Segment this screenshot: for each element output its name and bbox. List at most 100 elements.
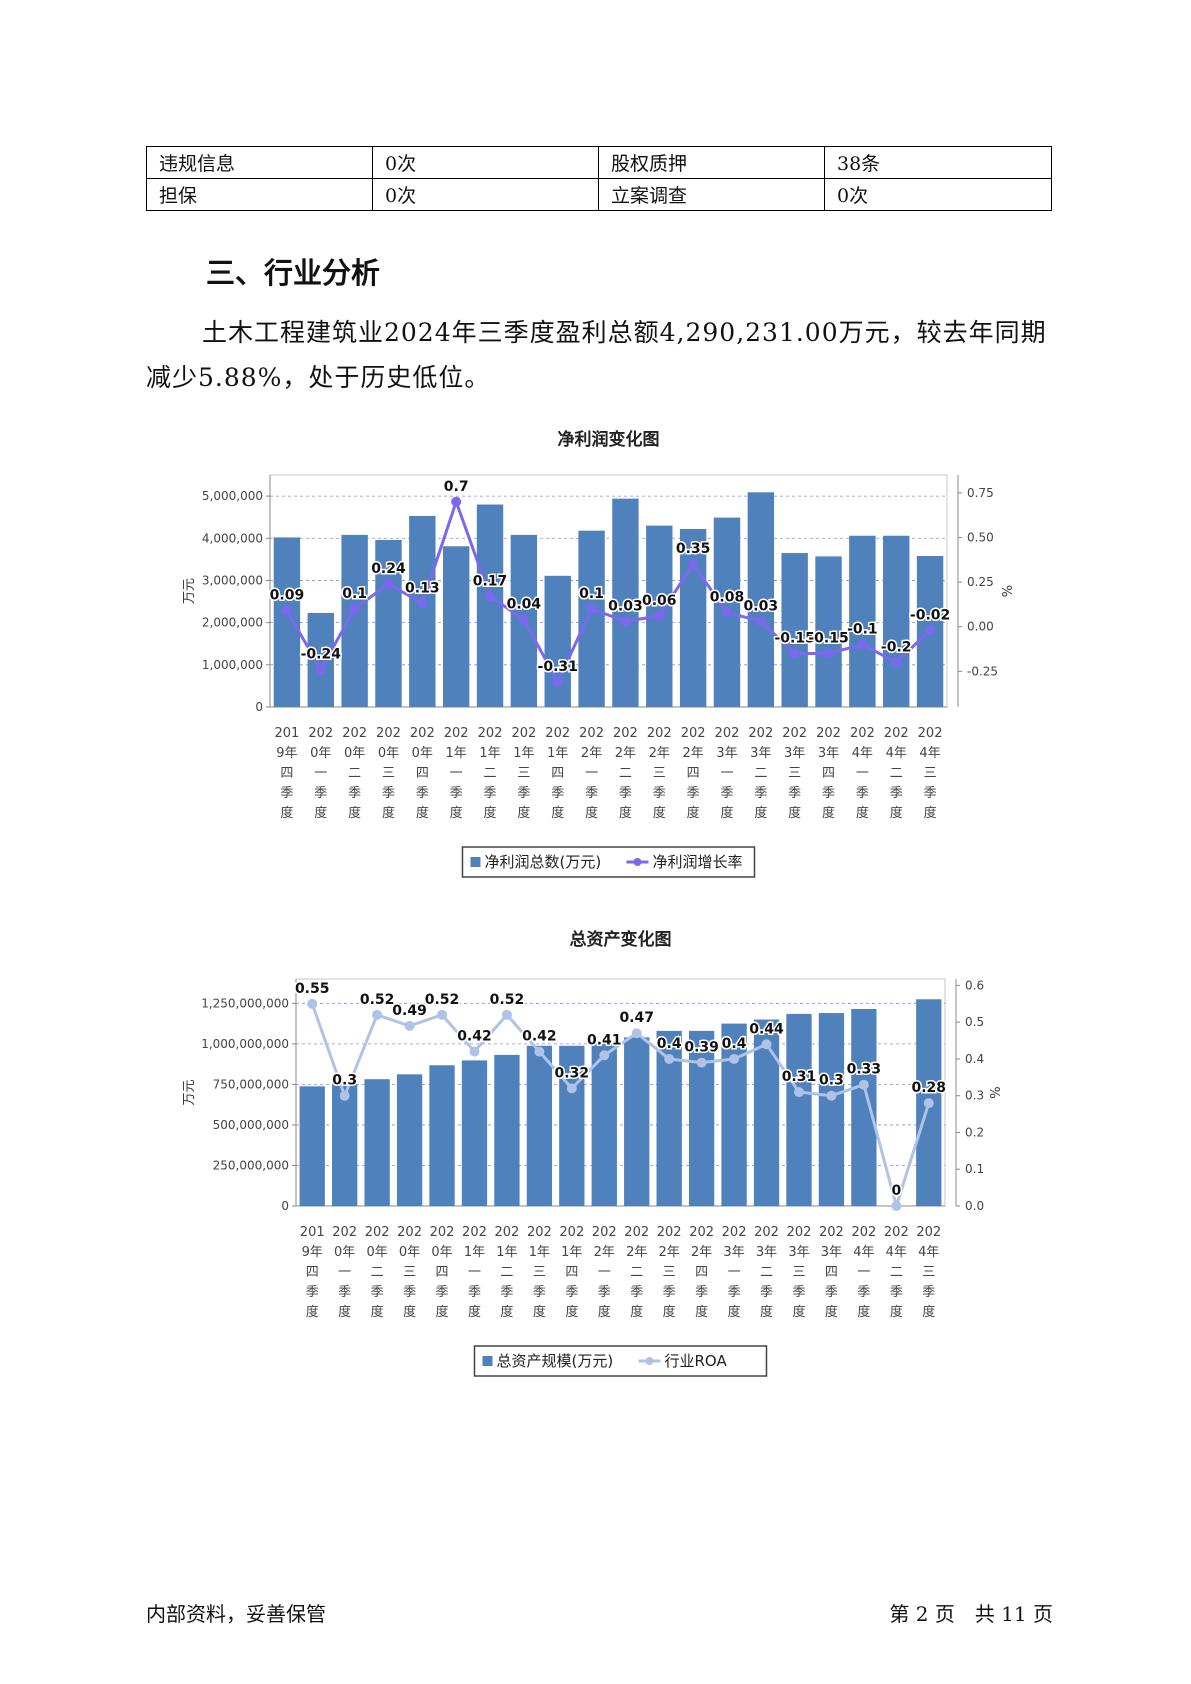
line-point [281,605,292,616]
data-label: -0.1 [847,622,878,638]
x-tick-label: 202 [722,1225,747,1240]
x-tick-label: 202 [365,1225,390,1240]
x-tick-label: 三 [653,766,666,781]
x-tick-label: 202 [748,726,773,741]
x-tick-label: 度 [924,805,937,821]
x-tick-label: 四 [306,1265,319,1280]
legend-swatch-bar [482,1356,493,1366]
table-cell: 立案调查 [598,178,825,211]
x-tick-label: 2年 [594,1245,615,1260]
x-tick-label: 三 [924,766,937,781]
line-point [923,1098,934,1109]
data-label: -0.15 [774,630,814,646]
y-axis-label-left: 万元 [182,578,197,604]
x-tick-label: 季 [792,1285,805,1300]
y-tick-label-left: 0 [281,1199,289,1213]
bar [578,530,605,707]
x-tick-label: 202 [342,726,367,741]
x-tick-label: 202 [624,1225,649,1240]
x-tick-label: 季 [924,786,937,801]
legend-swatch-dot [645,1357,654,1365]
x-tick-label: 9年 [276,746,297,761]
x-tick-label: 四 [551,766,564,781]
x-tick-label: 季 [436,1285,449,1300]
bar [332,1083,358,1206]
line-point [793,1087,804,1098]
x-tick-label: 度 [890,805,903,821]
x-tick-label: 度 [754,805,767,821]
bar [476,504,504,707]
x-tick-label: 度 [484,805,497,821]
table-cell: 违规信息 [146,146,373,179]
line-point [451,496,462,507]
x-tick-label: 季 [922,1285,935,1300]
x-tick-label: 季 [720,786,733,801]
x-tick-label: 三 [788,766,801,781]
line-point [857,639,868,650]
y-tick-label-left: 1,000,000 [202,658,263,672]
x-tick-label: 202 [397,1225,422,1240]
x-tick-label: 季 [687,786,700,801]
x-tick-label: 季 [484,786,497,801]
data-label: 0.39 [684,1040,719,1056]
x-tick-label: 度 [663,1304,676,1320]
x-tick-label: 2年 [581,746,602,761]
y-axis-label-right: % [1001,585,1016,597]
x-tick-label: 季 [822,786,835,801]
line-point [586,603,597,614]
line-point [688,559,699,570]
x-tick-label: 度 [500,1304,513,1320]
x-tick-label: 三 [382,766,395,781]
x-tick-label: 1年 [561,1245,582,1260]
line-point [761,1039,772,1050]
data-label: 0.55 [295,981,330,997]
line-point [891,1201,902,1211]
x-tick-label: 202 [681,726,706,741]
x-tick-label: 202 [559,1225,584,1240]
x-tick-label: 202 [511,726,536,741]
line-point [469,1046,480,1057]
x-tick-label: 度 [565,1304,578,1320]
x-tick-label: 度 [728,1304,741,1320]
x-tick-label: 202 [850,726,875,741]
x-tick-label: 202 [613,726,638,741]
x-tick-label: 四 [822,766,835,781]
y-tick-label-right: 0.1 [965,1162,984,1176]
y-tick-label-right: 0.50 [967,530,994,544]
x-tick-label: 季 [371,1285,384,1300]
x-tick-label: 4年 [852,746,873,761]
data-label: 0.17 [473,573,508,589]
data-label: 0.3 [819,1073,844,1089]
y-tick-label-right: 0.4 [965,1052,984,1066]
data-label: 0.49 [392,1003,427,1019]
x-tick-label: 度 [468,1304,481,1320]
x-tick-label: 季 [825,1285,838,1300]
x-tick-label: 2年 [682,746,703,761]
x-tick-label: 度 [517,805,530,821]
x-tick-label: 度 [922,1304,935,1320]
x-tick-label: 季 [754,786,767,801]
x-tick-label: 季 [630,1285,643,1300]
x-tick-label: 202 [918,726,943,741]
x-tick-label: 202 [545,726,570,741]
bar [849,535,876,707]
line-point [696,1057,707,1068]
data-label: 0.32 [555,1065,590,1081]
line-point [631,1028,642,1039]
data-label: 0.47 [619,1010,654,1026]
x-tick-label: 度 [314,805,327,821]
series-line [310,1003,931,1208]
x-tick-label: 202 [592,1225,617,1240]
x-tick-label: 度 [825,1304,838,1320]
table-row: 违规信息 0次 股权质押 38条 [146,146,1052,179]
data-label: 0.03 [744,598,779,614]
bar [818,1013,845,1206]
x-tick-label: 202 [884,1225,909,1240]
x-tick-label: 3年 [784,746,805,761]
x-tick-label: 2年 [659,1245,680,1260]
total-assets-chart: 总资产变化图 0 250,000,000 500,000,000 750,000,000… [0,924,1191,1414]
bar [679,528,707,707]
x-tick-label: 度 [551,805,564,821]
x-tick-label: 季 [450,786,463,801]
line-point [417,598,428,609]
